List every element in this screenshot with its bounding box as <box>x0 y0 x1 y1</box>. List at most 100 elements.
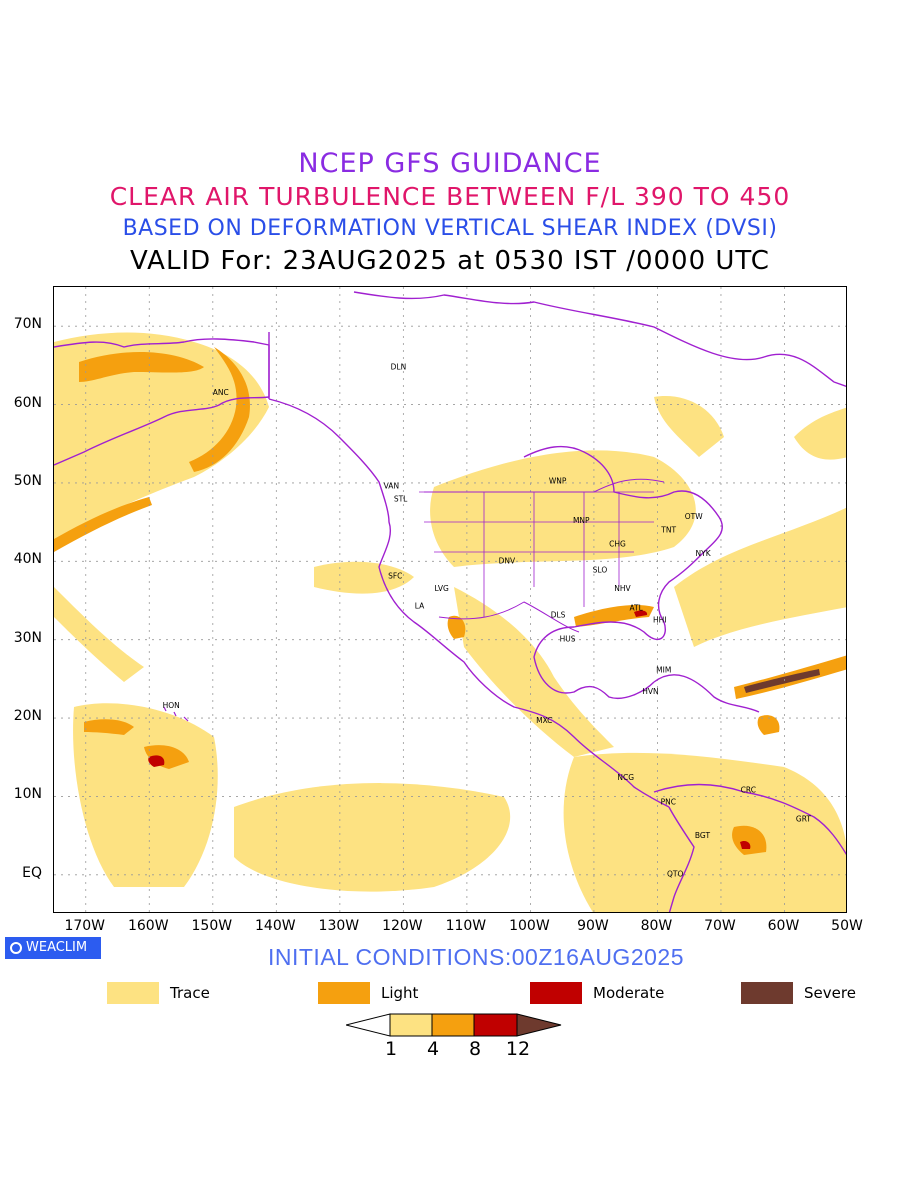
turbulence-shading <box>54 332 846 912</box>
lon-label: 60W <box>767 918 800 934</box>
coast-south-america-north <box>653 783 846 856</box>
lat-label: 10N <box>13 786 42 803</box>
colorbar-over-arrow <box>516 1013 562 1037</box>
coast-hawaii <box>163 706 189 722</box>
light-area-baja <box>447 615 466 639</box>
coastlines <box>54 291 846 912</box>
city-label-nyk: NYK <box>696 549 712 558</box>
city-label-nhv: NHV <box>614 584 631 593</box>
moderate-area-gulf <box>634 610 648 617</box>
trace-area-hudson <box>654 396 724 457</box>
border-us-mexico <box>438 601 580 633</box>
title-valid-time: VALID For: 23AUG2025 at 0530 IST /0000 U… <box>130 246 770 276</box>
city-label-chg: CHG <box>609 539 626 548</box>
lat-label: EQ <box>22 864 42 881</box>
light-area-alaska-north <box>79 351 204 382</box>
light-area-colombia <box>732 825 767 855</box>
lon-label: 140W <box>255 918 296 934</box>
city-label-anc: ANC <box>213 388 229 397</box>
turbulence-map: DLN ANC VAN STL WNP MNP OTW TNT CHG NYK DNV SFC SLO L… <box>53 286 847 913</box>
lat-label: 40N <box>13 551 42 568</box>
legend-label-trace: Trace <box>170 984 210 1002</box>
lon-label: 50W <box>831 918 863 934</box>
city-label-lvg: LVG <box>434 584 448 593</box>
city-label-hus: HUS <box>560 634 576 643</box>
trace-area-mexico <box>454 587 614 757</box>
lat-label: 20N <box>13 708 42 725</box>
city-label-mnp: MNP <box>573 516 590 525</box>
colorbar-trace <box>389 1013 433 1037</box>
city-label-tnt: TNT <box>660 525 676 534</box>
city-label-grt: GRT <box>796 815 811 824</box>
lat-label: 30N <box>13 629 42 646</box>
city-labels: DLN ANC VAN STL WNP MNP OTW TNT CHG NYK DNV SFC SLO L… <box>163 362 812 878</box>
city-label-dln: DLN <box>391 362 407 371</box>
trace-area-pacific-east <box>314 561 414 594</box>
lat-label: 60N <box>13 394 42 411</box>
lon-label: 80W <box>640 918 673 934</box>
moderate-area-colombia <box>740 840 751 849</box>
lon-label: 170W <box>64 918 106 934</box>
city-label-qto: QTO <box>667 869 683 878</box>
border-us-canada <box>424 478 665 493</box>
lat-label: 70N <box>13 316 42 333</box>
lon-label: 110W <box>445 918 487 934</box>
coast-south-america-west <box>668 806 695 912</box>
legend-label-moderate: Moderate <box>593 984 665 1002</box>
colorbar-tick-1: 1 <box>384 1038 398 1060</box>
colorbar-light <box>431 1013 475 1037</box>
light-area-gulf-coast <box>574 605 654 627</box>
city-label-wnp: WNP <box>549 477 567 486</box>
circle-logo-icon <box>10 942 22 954</box>
city-label-atl: ATL <box>629 604 643 613</box>
light-area-caribbean <box>757 715 780 735</box>
trace-area-atlantic <box>674 507 846 647</box>
city-label-la: LA <box>415 601 425 610</box>
coast-pacific-north-america <box>268 398 670 808</box>
coast-arctic-canada <box>353 291 846 388</box>
city-label-dnv: DNV <box>499 557 516 566</box>
colorbar-under-arrow <box>346 1013 391 1037</box>
lon-label: 120W <box>382 918 423 934</box>
coast-caribbean-islands <box>653 674 760 713</box>
lon-label: 90W <box>577 918 609 934</box>
legend-swatch-trace <box>107 982 159 1004</box>
lat-label: 50N <box>13 472 42 489</box>
city-label-van: VAN <box>384 481 399 490</box>
map-canvas: DLN ANC VAN STL WNP MNP OTW TNT CHG NYK DNV SFC SLO L… <box>54 287 846 912</box>
legend-swatch-moderate <box>530 982 582 1004</box>
trace-area-labrador <box>794 407 846 460</box>
city-label-dls: DLS <box>551 611 566 620</box>
city-label-otw: OTW <box>685 512 703 521</box>
city-label-mim: MIM <box>656 666 671 675</box>
legend-label-light: Light <box>381 984 419 1002</box>
initial-conditions-label: INITIAL CONDITIONS:00Z16AUG2025 <box>267 944 684 970</box>
trace-area-alaska <box>54 332 269 542</box>
trace-area-hawaii <box>73 703 218 887</box>
colorbar-tick-12: 12 <box>505 1038 531 1060</box>
colorbar-moderate <box>473 1013 518 1037</box>
lon-label: 70W <box>704 918 736 934</box>
city-label-hvn: HVN <box>642 687 658 696</box>
severe-area-atlantic <box>744 669 820 693</box>
city-label-pnc: PNC <box>661 797 676 806</box>
light-area-gulf-alaska <box>189 347 250 472</box>
legend-label-severe: Severe <box>804 984 856 1002</box>
title-line3: BASED ON DEFORMATION VERTICAL SHEAR INDE… <box>122 216 778 241</box>
lon-label: 130W <box>318 918 360 934</box>
moderate-area-hawaii <box>148 755 165 767</box>
trace-area-pacific-south <box>234 783 511 892</box>
city-label-crc: CRC <box>741 786 756 795</box>
legend-swatch-light <box>318 982 370 1004</box>
legend-swatch-severe <box>741 982 793 1004</box>
city-label-stl: STL <box>394 495 408 504</box>
lon-label: 160W <box>127 918 169 934</box>
city-label-hhi: HHI <box>653 615 667 624</box>
lon-label: 100W <box>509 918 550 934</box>
colorbar <box>346 1013 562 1037</box>
colorbar-tick-8: 8 <box>468 1038 482 1060</box>
city-label-sfc: SFC <box>388 572 402 581</box>
trace-area-pacific-north <box>54 587 144 682</box>
city-label-hon: HON <box>163 701 180 710</box>
title-line2: CLEAR AIR TURBULENCE BETWEEN F/L 390 TO … <box>109 182 791 211</box>
